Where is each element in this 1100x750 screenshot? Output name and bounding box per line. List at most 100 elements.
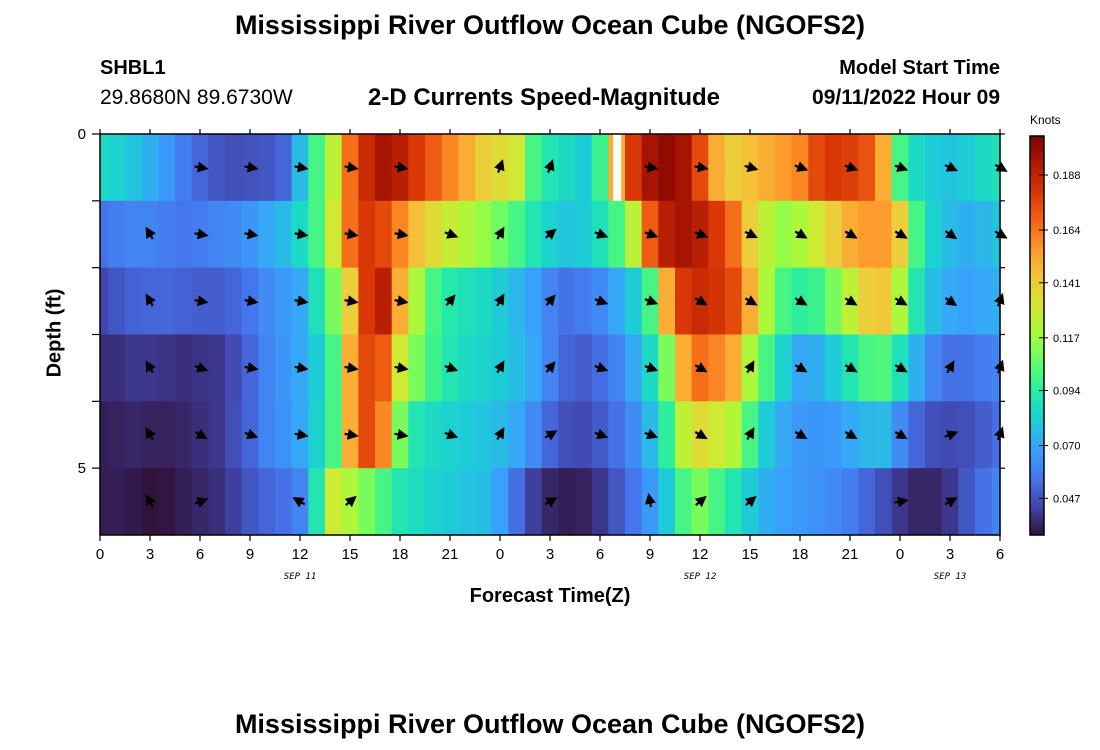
current-arrow [944, 497, 958, 508]
heatmap-cell [675, 267, 693, 335]
current-arrow [145, 293, 156, 307]
current-arrow [744, 427, 755, 441]
heatmap-cell [408, 200, 426, 269]
heatmap-cell [591, 468, 609, 536]
heatmap-cell [100, 134, 109, 202]
heatmap-cell [725, 200, 743, 269]
heatmap-cell [225, 134, 243, 202]
heatmap-cell [325, 134, 343, 202]
heatmap-cell [308, 200, 326, 269]
current-arrow [694, 495, 707, 508]
current-arrow [644, 428, 659, 440]
date-label: SEP 13 [934, 572, 967, 582]
current-arrow [594, 428, 609, 440]
current-arrow [394, 295, 409, 307]
heatmap-cell [408, 267, 426, 335]
heatmap-cell [108, 267, 126, 335]
heatmap-cell [558, 334, 576, 402]
heatmap-cell [458, 468, 476, 536]
heatmap-cell [358, 134, 376, 202]
current-arrow [544, 159, 555, 173]
heatmap-cell [258, 200, 276, 269]
current-arrow [494, 226, 505, 240]
current-arrow [694, 228, 709, 239]
heatmap-cell [408, 334, 426, 402]
heatmap-cell [425, 401, 443, 469]
heatmap-cell [958, 267, 976, 335]
heatmap-cell [708, 200, 726, 269]
x-tick-label: 3 [546, 546, 554, 563]
heatmap-cell [975, 334, 993, 402]
heatmap-cell [241, 468, 259, 536]
station-coordinates: 29.8680N 89.6730W [100, 86, 293, 109]
heatmap-cell [991, 468, 1001, 536]
heatmap-cell [325, 468, 343, 536]
heatmap-cell [458, 267, 476, 335]
heatmap-cell [475, 267, 493, 335]
heatmap-cell [458, 134, 476, 202]
heatmap-cell [175, 200, 193, 269]
heatmap-cell [525, 200, 543, 269]
heatmap-cell [575, 200, 593, 269]
heatmap-cell [325, 267, 343, 335]
heatmap-cell [958, 334, 976, 402]
heatmap-cell [208, 134, 226, 202]
heatmap-cell [408, 134, 426, 202]
x-tick-label: 18 [792, 546, 809, 563]
current-arrow [344, 161, 359, 173]
current-arrow [744, 495, 757, 508]
heatmap-cell [458, 200, 476, 269]
current-arrow [194, 497, 209, 508]
current-arrow [244, 161, 259, 173]
current-arrow [944, 228, 958, 240]
current-arrow [594, 228, 609, 239]
current-arrow [244, 362, 259, 373]
heatmap-cell [525, 134, 543, 202]
heatmap-cell [508, 334, 526, 402]
current-arrow [194, 228, 209, 240]
current-arrow [394, 161, 409, 173]
current-arrow [744, 228, 758, 239]
x-tick-label: 6 [196, 546, 204, 563]
heatmap-cell [158, 134, 176, 202]
heatmap-cell [725, 468, 743, 536]
heatmap-cell [925, 267, 943, 335]
current-arrow [744, 295, 758, 306]
heatmap-cell [508, 401, 526, 469]
current-arrow [794, 161, 809, 172]
heatmap-cell [358, 200, 376, 269]
heatmap-cell [475, 468, 493, 536]
current-arrow [194, 428, 208, 440]
x-tick-label: 18 [392, 546, 409, 563]
heatmap-cell [575, 334, 593, 402]
heatmap-cell [141, 134, 159, 202]
current-arrow [194, 161, 209, 173]
heatmap-cell [725, 334, 743, 402]
heatmap-cell [825, 401, 843, 469]
colorbar: 0.047 0.070 0.094 0.117 0.141 0.164 0.188 [1029, 135, 1081, 536]
current-arrow [594, 295, 609, 306]
colorbar-tick-label: 0.188 [1053, 170, 1081, 182]
current-arrow [794, 362, 808, 373]
date-label: SEP 11 [284, 572, 317, 582]
heatmap-cell [108, 468, 126, 536]
heatmap-cell [175, 334, 193, 402]
heatmap-cell [508, 134, 526, 202]
heatmap-cell [441, 468, 459, 536]
current-arrow [644, 295, 659, 306]
heatmap-cell [608, 401, 626, 469]
heatmap-cell [658, 468, 676, 536]
current-arrow [494, 427, 505, 441]
y-tick-label: 0 [78, 126, 86, 143]
heatmap-cell [775, 267, 793, 335]
current-arrow [344, 228, 359, 240]
heatmap-cell [525, 267, 543, 335]
heatmap-cell [225, 200, 243, 269]
current-arrow [944, 360, 955, 374]
heatmap-cell [875, 267, 893, 335]
heatmap-cell [958, 134, 976, 202]
heatmap-cell [275, 267, 293, 335]
missing-value-segment [613, 134, 622, 201]
heatmap-cell [525, 334, 543, 402]
